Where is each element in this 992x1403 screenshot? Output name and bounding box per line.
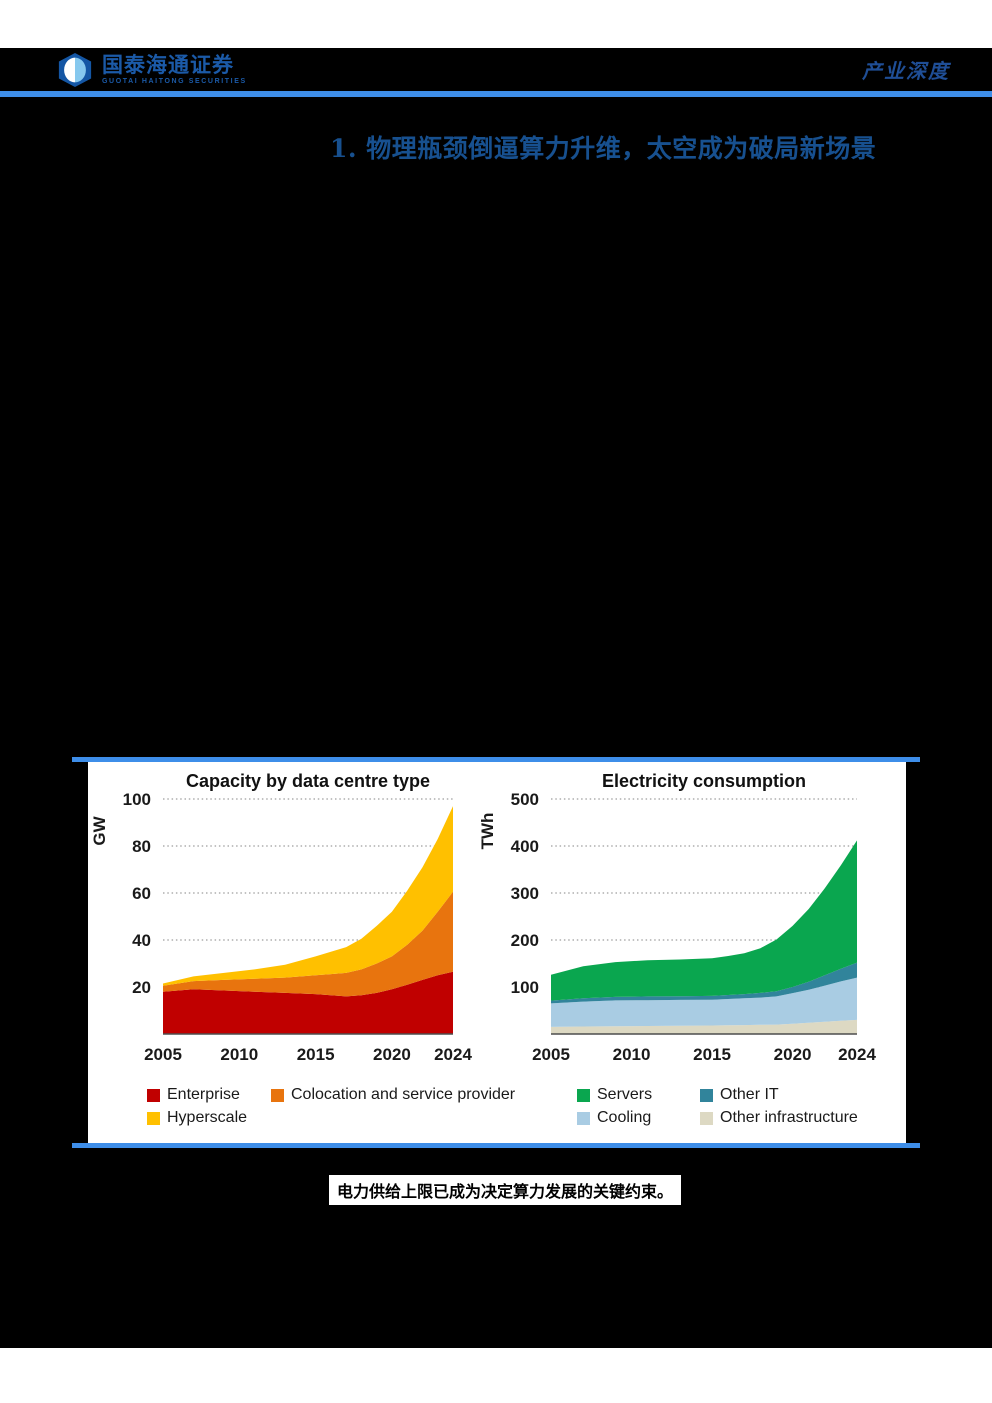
legend-item: Enterprise (147, 1086, 271, 1104)
legend-swatch-icon (577, 1088, 590, 1102)
legend-swatch-icon (700, 1088, 713, 1102)
legend-swatch-icon (147, 1111, 160, 1125)
section-title: 1. 物理瓶颈倒逼算力升维，太空成为破局新场景 (330, 134, 877, 163)
brand-logo: 国泰海通证券 GUOTAI HAITONG SECURITIES (56, 52, 247, 88)
legend-label: Enterprise (167, 1086, 240, 1103)
capacity-chart-legend: Enterprise Colocation and service provide… (147, 1086, 515, 1132)
svg-text:2024: 2024 (838, 1045, 876, 1064)
svg-text:Capacity by data centre type: Capacity by data centre type (186, 771, 430, 791)
svg-text:2020: 2020 (774, 1045, 812, 1064)
svg-text:60: 60 (132, 884, 151, 903)
svg-text:2015: 2015 (693, 1045, 731, 1064)
legend-label: Other infrastructure (720, 1109, 858, 1126)
capacity-by-data-centre-type-chart: 20 40 60 80 100 2005 2010 2015 2020 2024 Capacity … (90, 771, 472, 1064)
svg-text:2005: 2005 (532, 1045, 570, 1064)
legend-swatch-icon (271, 1088, 284, 1102)
header-rule (0, 91, 992, 97)
svg-text:Electricity consumption: Electricity consumption (602, 771, 806, 791)
svg-text:80: 80 (132, 837, 151, 856)
svg-text:TWh: TWh (478, 813, 497, 850)
figure-caption: 电力供给上限已成为决定算力发展的关键约束。 (329, 1175, 682, 1205)
doc-type-label: 产业深度 (862, 59, 950, 83)
legend-label: Colocation and service provider (291, 1086, 516, 1103)
redacted-page-body (0, 48, 992, 1348)
legend-item: Other infrastructure (700, 1109, 858, 1127)
figure-bottom-rule (72, 1143, 920, 1148)
legend-item: Colocation and service provider (271, 1086, 515, 1104)
svg-text:400: 400 (511, 837, 539, 856)
figure-panel: 20 40 60 80 100 2005 2010 2015 2020 2024 Capacity … (88, 762, 906, 1143)
svg-text:2024: 2024 (434, 1045, 472, 1064)
svg-text:2010: 2010 (613, 1045, 651, 1064)
legend-item: Servers (577, 1086, 700, 1104)
svg-text:2010: 2010 (220, 1045, 258, 1064)
brand-hexagon-icon (58, 52, 92, 87)
svg-text:20: 20 (132, 978, 151, 997)
page-header: 国泰海通证券 GUOTAI HAITONG SECURITIES 产业深度 (0, 48, 992, 91)
svg-text:2015: 2015 (297, 1045, 335, 1064)
svg-text:2020: 2020 (373, 1045, 411, 1064)
legend-item: Other IT (700, 1086, 779, 1104)
brand-name-en: GUOTAI HAITONG SECURITIES (102, 78, 247, 85)
legend-swatch-icon (700, 1111, 713, 1125)
svg-text:100: 100 (123, 790, 151, 809)
svg-text:300: 300 (511, 884, 539, 903)
legend-item: Hyperscale (147, 1109, 271, 1127)
legend-item: Cooling (577, 1109, 700, 1127)
electricity-consumption-chart: 100 200 300 400 500 2005 2010 2015 2020 2024 Elect… (478, 771, 876, 1064)
electricity-chart-legend: Servers Other IT Cooling Other infrastructu… (577, 1086, 858, 1132)
svg-text:500: 500 (511, 790, 539, 809)
svg-text:100: 100 (511, 978, 539, 997)
legend-label: Hyperscale (167, 1109, 248, 1126)
figure-top-rule (72, 757, 920, 762)
legend-swatch-icon (577, 1111, 590, 1125)
legend-label: Servers (597, 1086, 653, 1103)
svg-text:200: 200 (511, 931, 539, 950)
svg-text:2005: 2005 (144, 1045, 182, 1064)
legend-label: Cooling (597, 1109, 652, 1126)
brand-text: 国泰海通证券 GUOTAI HAITONG SECURITIES (102, 54, 247, 85)
legend-swatch-icon (147, 1088, 160, 1102)
svg-text:40: 40 (132, 931, 151, 950)
svg-text:GW: GW (90, 815, 109, 845)
brand-name-cn: 国泰海通证券 (102, 52, 234, 77)
legend-label: Other IT (720, 1086, 779, 1103)
